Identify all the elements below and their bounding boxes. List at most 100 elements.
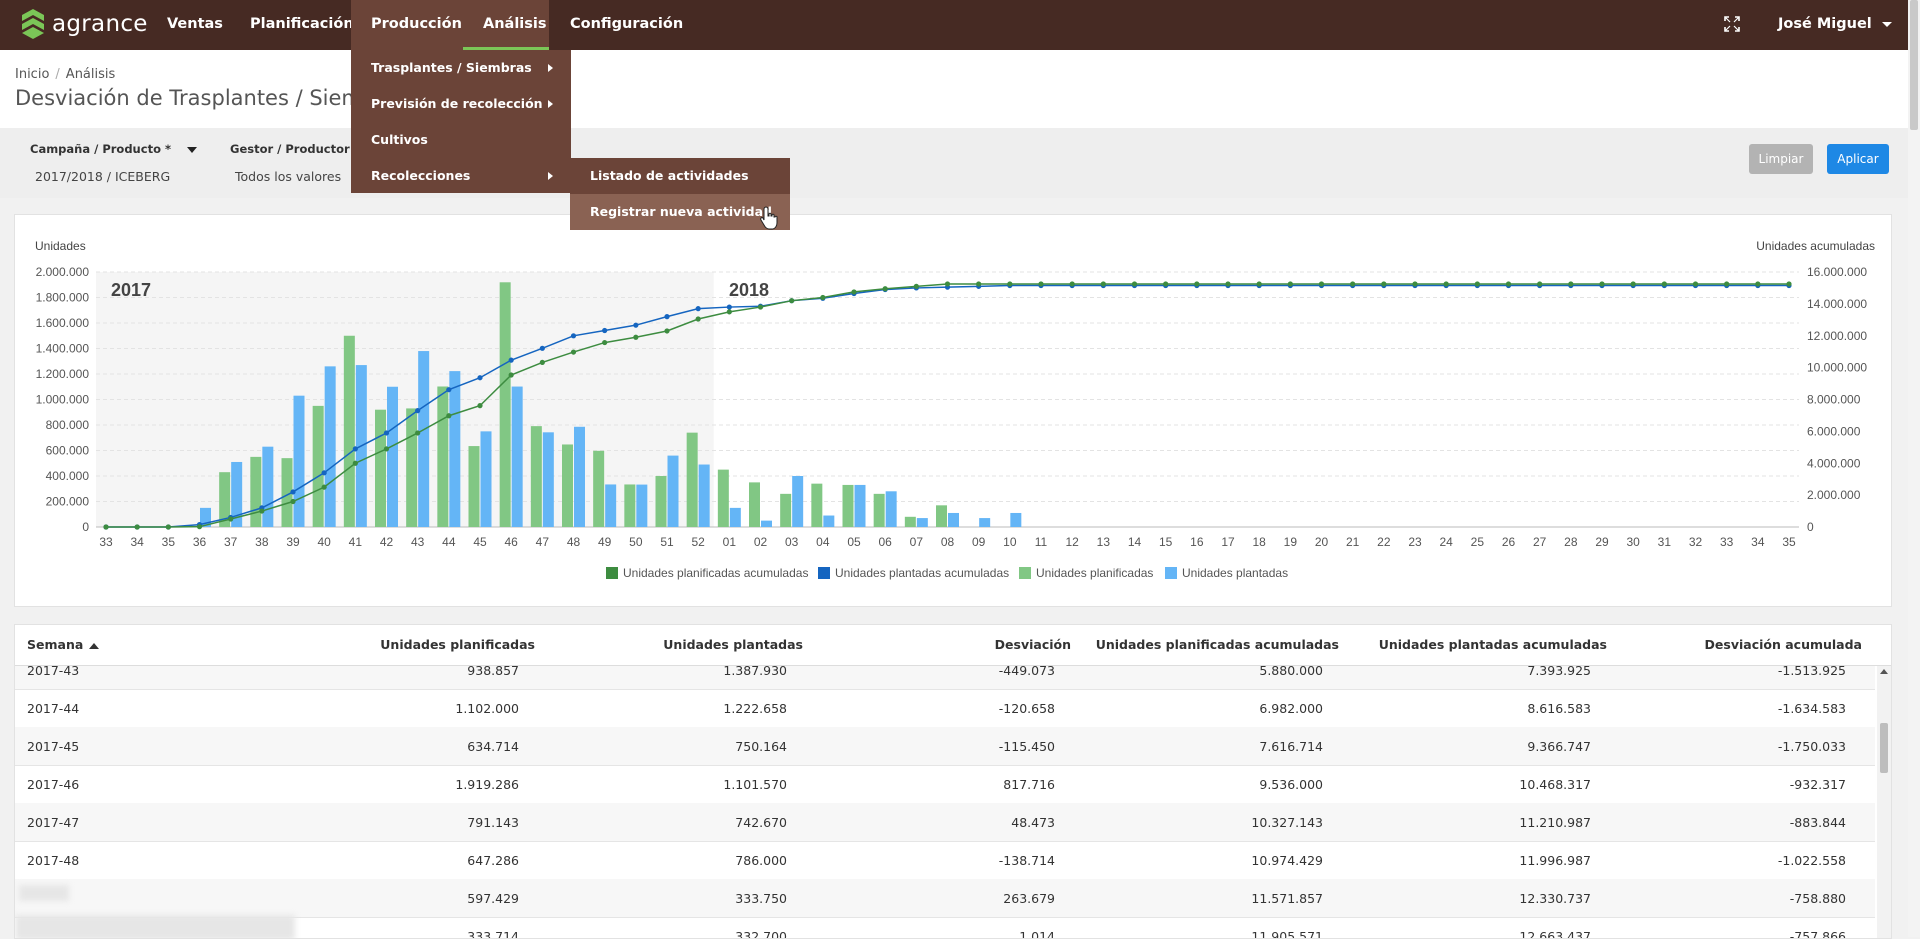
- apply-button[interactable]: Aplicar: [1827, 144, 1889, 174]
- bar-plantadas: [667, 455, 679, 527]
- band-label-2018: 2018: [729, 280, 769, 300]
- line-point: [352, 460, 358, 466]
- x-tick-label: 50: [629, 535, 643, 549]
- nav-planificacion[interactable]: Planificación: [250, 16, 354, 32]
- bar-planificadas: [406, 408, 418, 527]
- bar-planificadas: [250, 456, 262, 527]
- bar-plantadas: [823, 515, 835, 527]
- line-point: [882, 286, 888, 292]
- right-tick-label: 0: [1807, 520, 1814, 534]
- bar-plantadas: [480, 431, 492, 527]
- clear-button[interactable]: Limpiar: [1749, 144, 1813, 174]
- bar-planificadas: [530, 426, 542, 527]
- line-point: [633, 322, 639, 328]
- line-point: [290, 498, 296, 505]
- table-cell: 6.982.000: [1259, 701, 1323, 716]
- line-point: [321, 470, 327, 476]
- menu-trasplantes-siembras[interactable]: Trasplantes / Siembras: [351, 50, 571, 86]
- column-header-plantadas[interactable]: Unidades plantadas: [663, 637, 803, 652]
- x-tick-label: 48: [567, 535, 581, 549]
- line-point: [1194, 281, 1200, 287]
- page-scrollbar[interactable]: [1908, 0, 1920, 937]
- column-header-planificadas[interactable]: Unidades planificadas: [380, 637, 535, 652]
- bar-planificadas: [904, 516, 916, 527]
- menu-recolecciones[interactable]: Recolecciones: [351, 158, 571, 194]
- line-point: [664, 314, 670, 320]
- deviation-chart: 2017 20182.000.0001.800.0001.600.0001.400…: [35, 239, 1875, 580]
- line-point: [1287, 281, 1293, 287]
- table-cell: 48.473: [1011, 815, 1055, 830]
- app-logo[interactable]: agrance: [20, 8, 148, 40]
- table-scrollbar[interactable]: [1877, 665, 1891, 938]
- bar-plantadas: [854, 484, 866, 527]
- menu-prevision-recoleccion[interactable]: Previsión de recolección: [351, 86, 571, 122]
- x-tick-label: 12: [1065, 535, 1079, 549]
- line-point: [103, 524, 109, 530]
- table-row: 333.714 332.700 1.014 11.905.571 12.663.437 -…: [15, 917, 1875, 938]
- scroll-up-icon[interactable]: [1880, 669, 1888, 674]
- x-tick-label: 38: [255, 535, 269, 549]
- x-tick-label: 31: [1658, 535, 1672, 549]
- user-name: José Miguel: [1778, 16, 1872, 32]
- table-cell: 5.880.000: [1259, 665, 1323, 678]
- column-header-plantadas-acumuladas[interactable]: Unidades plantadas acumuladas: [1378, 637, 1607, 652]
- line-point: [1131, 281, 1138, 287]
- line-point: [508, 357, 514, 363]
- menu-registrar-nueva-actividad[interactable]: Registrar nueva actividad: [570, 194, 790, 230]
- bar-planificadas: [936, 505, 947, 527]
- page-scroll-thumb[interactable]: [1910, 0, 1918, 130]
- column-header-desviacion-acumulada[interactable]: Desviación acumulada: [1704, 637, 1862, 652]
- user-menu[interactable]: José Miguel: [1778, 0, 1892, 50]
- left-tick-label: 1.800.000: [36, 291, 90, 305]
- column-header-semana[interactable]: Semana: [27, 637, 100, 652]
- breadcrumb-separator: /: [55, 67, 60, 82]
- gestor-select[interactable]: Todos los valores: [235, 169, 342, 184]
- bar-plantadas: [511, 386, 523, 527]
- table-scroll-thumb[interactable]: [1880, 723, 1888, 773]
- line-point: [1225, 281, 1231, 287]
- table-row: 2017-45 634.714 750.164 -115.450 7.616.714 9.…: [15, 727, 1875, 766]
- nav-ventas[interactable]: Ventas: [167, 16, 223, 32]
- line-point: [602, 327, 608, 334]
- bar-plantadas: [916, 518, 928, 527]
- nav-analisis[interactable]: Análisis: [463, 0, 549, 50]
- campaign-select[interactable]: 2017/2018 / ICEBERG: [35, 169, 171, 184]
- x-tick-label: 23: [1408, 535, 1422, 549]
- table-cell: -883.844: [1789, 815, 1846, 830]
- left-tick-label: 0: [82, 520, 89, 534]
- chevron-down-icon: [1881, 21, 1892, 27]
- table-cell: 634.714: [467, 739, 519, 754]
- line-point: [1163, 281, 1169, 287]
- fullscreen-icon[interactable]: [1722, 14, 1742, 34]
- breadcrumb: Inicio / Análisis: [15, 67, 115, 82]
- table-cell: 2017-45: [27, 739, 80, 754]
- line-point: [1443, 281, 1449, 287]
- breadcrumb-home[interactable]: Inicio: [15, 67, 50, 82]
- table-cell: -1.750.033: [1777, 739, 1846, 754]
- x-tick-label: 08: [941, 535, 955, 549]
- legend-item-label: Unidades plantadas: [1182, 566, 1288, 580]
- line-point: [383, 430, 390, 436]
- right-tick-label: 12.000.000: [1807, 329, 1867, 343]
- nav-configuracion[interactable]: Configuración: [570, 16, 684, 32]
- campaign-label: Campaña / Producto *: [30, 142, 171, 156]
- line-point: [415, 408, 421, 414]
- x-tick-label: 34: [130, 535, 144, 549]
- bar-planificadas: [811, 483, 823, 527]
- band-label-2017: 2017: [111, 280, 151, 300]
- left-tick-label: 1.400.000: [36, 342, 90, 356]
- x-tick-label: 01: [723, 535, 737, 549]
- nav-produccion[interactable]: Producción: [351, 0, 463, 50]
- campaign-caret-icon[interactable]: [187, 147, 197, 153]
- bar-plantadas: [387, 386, 398, 527]
- line-point: [446, 387, 452, 393]
- line-point: [1599, 281, 1605, 287]
- column-header-planificadas-acumuladas[interactable]: Unidades planificadas acumuladas: [1095, 637, 1339, 652]
- line-point: [976, 281, 982, 287]
- bar-planificadas: [562, 444, 573, 527]
- bar-planificadas: [343, 335, 355, 527]
- line-point: [290, 489, 296, 495]
- menu-cultivos[interactable]: Cultivos: [351, 122, 571, 158]
- menu-listado-actividades[interactable]: Listado de actividades: [590, 168, 749, 183]
- column-header-desviacion[interactable]: Desviación: [994, 637, 1071, 652]
